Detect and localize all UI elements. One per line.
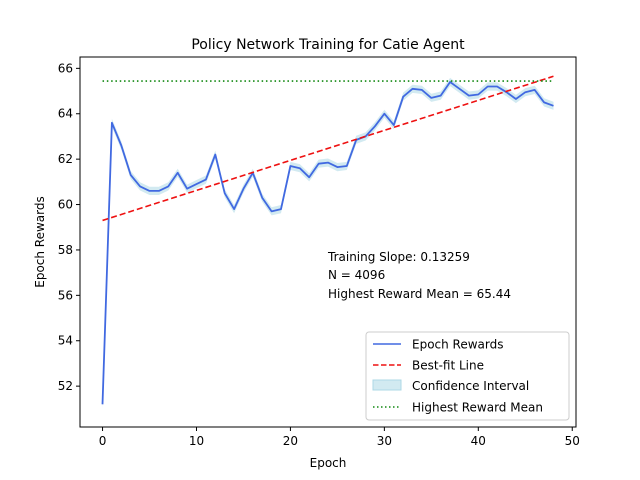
legend-box [365, 331, 570, 421]
chart-title: Policy Network Training for Catie Agent [191, 37, 465, 53]
legend-label-confidence: Confidence Interval [412, 379, 529, 393]
legend-label-rewards: Epoch Rewards [412, 338, 504, 352]
legend-swatch-confidence [372, 379, 402, 391]
annotation-slope: Training Slope: 0.13259 [327, 250, 470, 264]
plot-frame [79, 56, 577, 428]
x-tick-label: 10 [189, 434, 204, 448]
x-tick-label: 30 [377, 434, 392, 448]
x-tick-label: 50 [565, 434, 580, 448]
annotation-n: N = 4096 [328, 268, 385, 282]
y-tick-label: 54 [58, 334, 73, 348]
rewards-line [101, 81, 554, 405]
x-tick-label: 0 [99, 434, 107, 448]
best-fit-line [102, 75, 554, 222]
y-tick-label: 60 [58, 198, 73, 212]
y-tick-label: 56 [58, 288, 73, 302]
legend-label-bestfit: Best-fit Line [412, 359, 484, 373]
y-tick-label: 52 [58, 379, 73, 393]
x-tick-label: 40 [471, 434, 486, 448]
y-tick-label: 58 [58, 243, 73, 257]
annotation-highest-mean: Highest Reward Mean = 65.44 [328, 287, 511, 301]
annotation-block: Training Slope: 0.13259 N = 4096 Highest… [327, 250, 511, 301]
x-axis-label: Epoch [310, 456, 347, 470]
y-tick-label: 66 [58, 61, 73, 75]
x-tick-label: 20 [283, 434, 298, 448]
legend: Epoch Rewards Best-fit Line Confidence I… [365, 331, 570, 421]
y-tick-label: 64 [58, 107, 73, 121]
y-tick-label: 62 [58, 152, 73, 166]
legend-label-highest: Highest Reward Mean [412, 401, 543, 415]
y-axis-label: Epoch Rewards [33, 196, 47, 288]
